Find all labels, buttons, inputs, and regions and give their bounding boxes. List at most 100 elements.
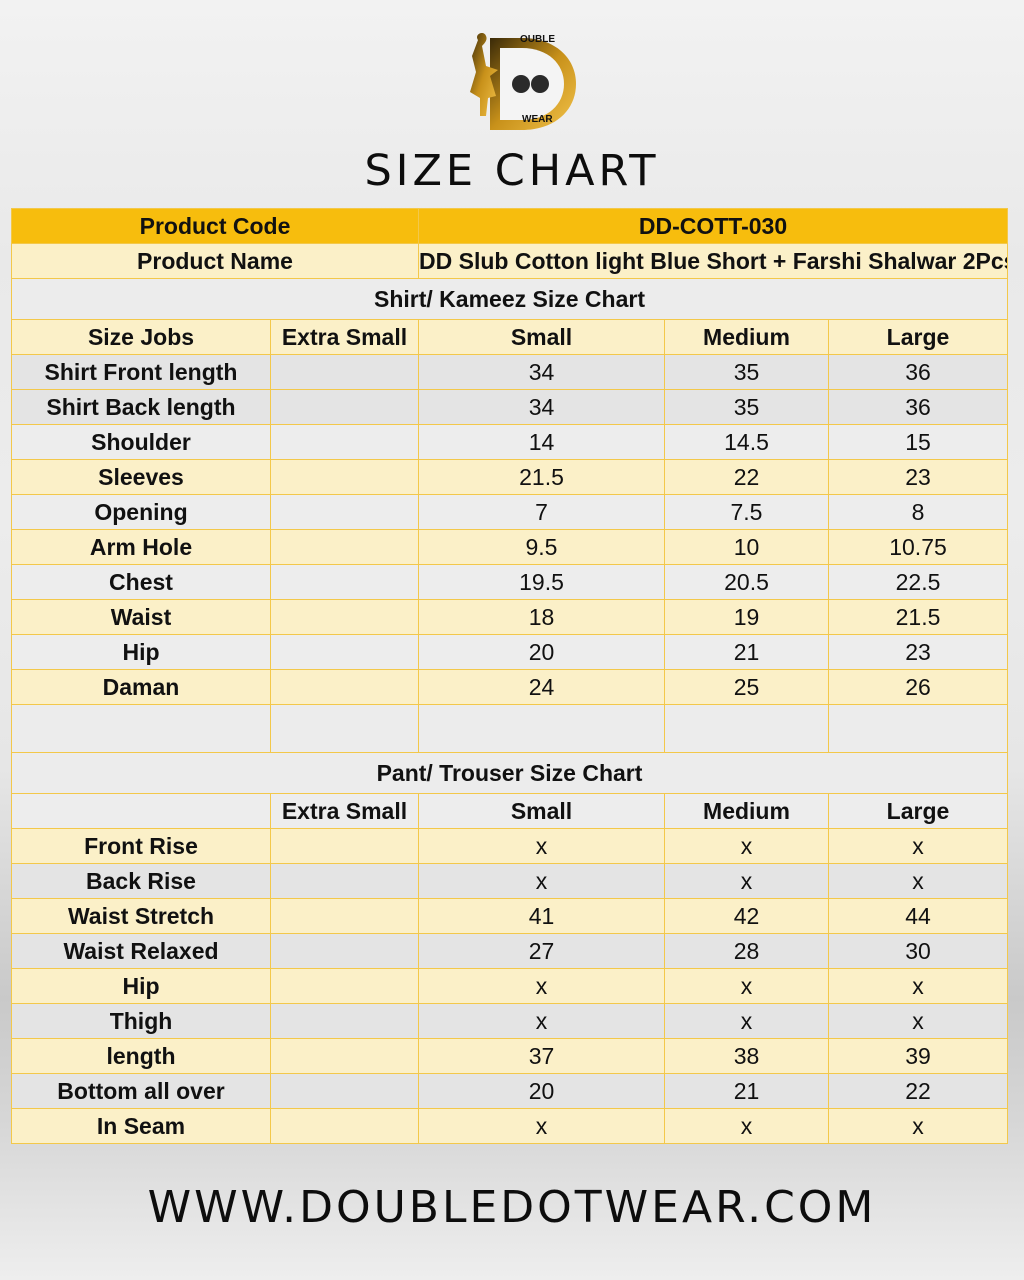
- pant-header-col3: Medium: [664, 793, 829, 829]
- logo-dot-right: [531, 75, 549, 93]
- pant-cell-col1: [270, 1038, 419, 1074]
- product-name-label: Product Name: [11, 243, 419, 279]
- shirt-cell-col0: Hip: [11, 634, 271, 670]
- pant-cell-col0: Bottom all over: [11, 1073, 271, 1109]
- pant-cell-col3: 28: [664, 933, 829, 969]
- table-row: Daman 24 25 26: [11, 669, 1008, 705]
- logo-dot-left: [512, 75, 530, 93]
- pant-cell-col1: [270, 933, 419, 969]
- pant-cell-col0: Waist Relaxed: [11, 933, 271, 969]
- product-name-value: DD Slub Cotton light Blue Short + Farshi…: [418, 243, 1008, 279]
- pant-cell-col3: x: [664, 863, 829, 899]
- shirt-cell-col2: 24: [418, 669, 665, 705]
- pant-cell-col3: 21: [664, 1073, 829, 1109]
- shirt-cell-col1: [270, 529, 419, 565]
- empty-spacer-row: [11, 704, 1008, 753]
- shirt-cell-col3: 10: [664, 529, 829, 565]
- shirt-cell-col1: [270, 354, 419, 390]
- logo-text-bottom: WEAR: [522, 114, 553, 125]
- pant-cell-col0: Hip: [11, 968, 271, 1004]
- pant-cell-col0: Thigh: [11, 1003, 271, 1039]
- pant-cell-col2: 37: [418, 1038, 665, 1074]
- pant-section-heading: Pant/ Trouser Size Chart: [11, 752, 1008, 794]
- product-code-value: DD-COTT-030: [418, 208, 1008, 244]
- website-url: WWW.DOUBLEDOTWEAR.COM: [147, 1182, 877, 1233]
- pant-cell-col2: 41: [418, 898, 665, 934]
- table-row: length 37 38 39: [11, 1038, 1008, 1074]
- shirt-cell-col3: 21: [664, 634, 829, 670]
- pant-cell-col0: Back Rise: [11, 863, 271, 899]
- pant-cell-col1: [270, 828, 419, 864]
- shirt-cell-col0: Opening: [11, 494, 271, 530]
- table-row: Hip 20 21 23: [11, 634, 1008, 670]
- shirt-cell-col2: 19.5: [418, 564, 665, 600]
- shirt-cell-col0: Waist: [11, 599, 271, 635]
- shirt-column-header-row: Size Jobs Extra Small Small Medium Large: [11, 319, 1008, 355]
- shirt-cell-col4: 22.5: [828, 564, 1008, 600]
- shirt-section-heading-row: Shirt/ Kameez Size Chart: [11, 278, 1008, 320]
- shirt-cell-col4: 21.5: [828, 599, 1008, 635]
- shirt-cell-col0: Shirt Front length: [11, 354, 271, 390]
- table-row: Hip x x x: [11, 968, 1008, 1004]
- pant-cell-col4: x: [828, 968, 1008, 1004]
- shirt-section-heading: Shirt/ Kameez Size Chart: [11, 278, 1008, 320]
- shirt-cell-col0: Arm Hole: [11, 529, 271, 565]
- shirt-cell-col3: 20.5: [664, 564, 829, 600]
- shirt-header-col3: Medium: [664, 319, 829, 355]
- pant-cell-col4: x: [828, 828, 1008, 864]
- table-row: Thigh x x x: [11, 1003, 1008, 1039]
- shirt-cell-col4: 36: [828, 389, 1008, 425]
- pant-cell-col2: 27: [418, 933, 665, 969]
- pant-header-col2: Small: [418, 793, 665, 829]
- pant-cell-col1: [270, 1108, 419, 1144]
- shirt-cell-col1: [270, 599, 419, 635]
- shirt-cell-col1: [270, 389, 419, 425]
- shirt-cell-col1: [270, 564, 419, 600]
- shirt-header-col1: Extra Small: [270, 319, 419, 355]
- table-row: Front Rise x x x: [11, 828, 1008, 864]
- shirt-cell-col4: 26: [828, 669, 1008, 705]
- pant-cell-col2: 20: [418, 1073, 665, 1109]
- shirt-cell-col4: 10.75: [828, 529, 1008, 565]
- pant-cell-col4: 30: [828, 933, 1008, 969]
- shirt-cell-col1: [270, 634, 419, 670]
- pant-cell-col3: 42: [664, 898, 829, 934]
- table-row: Waist Relaxed 27 28 30: [11, 933, 1008, 969]
- shirt-cell-col3: 35: [664, 389, 829, 425]
- shirt-cell-col2: 9.5: [418, 529, 665, 565]
- spacer-cell-col0: [11, 704, 271, 753]
- pant-cell-col3: 38: [664, 1038, 829, 1074]
- shirt-cell-col2: 21.5: [418, 459, 665, 495]
- shirt-cell-col0: Sleeves: [11, 459, 271, 495]
- shirt-cell-col3: 7.5: [664, 494, 829, 530]
- pant-cell-col4: x: [828, 1108, 1008, 1144]
- pant-cell-col4: 22: [828, 1073, 1008, 1109]
- shirt-header-col2: Small: [418, 319, 665, 355]
- shirt-cell-col3: 35: [664, 354, 829, 390]
- shirt-cell-col4: 15: [828, 424, 1008, 460]
- pant-cell-col1: [270, 968, 419, 1004]
- shirt-cell-col1: [270, 669, 419, 705]
- table-row: Arm Hole 9.5 10 10.75: [11, 529, 1008, 565]
- spacer-cell-col2: [418, 704, 665, 753]
- pant-header-col1: Extra Small: [270, 793, 419, 829]
- shirt-cell-col1: [270, 424, 419, 460]
- pant-cell-col0: Waist Stretch: [11, 898, 271, 934]
- shirt-cell-col0: Shoulder: [11, 424, 271, 460]
- pant-cell-col1: [270, 898, 419, 934]
- product-code-label: Product Code: [11, 208, 419, 244]
- shirt-cell-col0: Daman: [11, 669, 271, 705]
- table-row: Shirt Back length 34 35 36: [11, 389, 1008, 425]
- pant-section-heading-row: Pant/ Trouser Size Chart: [11, 752, 1008, 794]
- pant-cell-col2: x: [418, 968, 665, 1004]
- table-row: Bottom all over 20 21 22: [11, 1073, 1008, 1109]
- shirt-cell-col4: 23: [828, 634, 1008, 670]
- pant-cell-col4: 39: [828, 1038, 1008, 1074]
- pant-column-header-row: Extra Small Small Medium Large: [11, 793, 1008, 829]
- pant-cell-col3: x: [664, 1108, 829, 1144]
- pant-cell-col2: x: [418, 1003, 665, 1039]
- spacer-cell-col1: [270, 704, 419, 753]
- table-row: In Seam x x x: [11, 1108, 1008, 1144]
- table-row: Shoulder 14 14.5 15: [11, 424, 1008, 460]
- pant-cell-col2: x: [418, 1108, 665, 1144]
